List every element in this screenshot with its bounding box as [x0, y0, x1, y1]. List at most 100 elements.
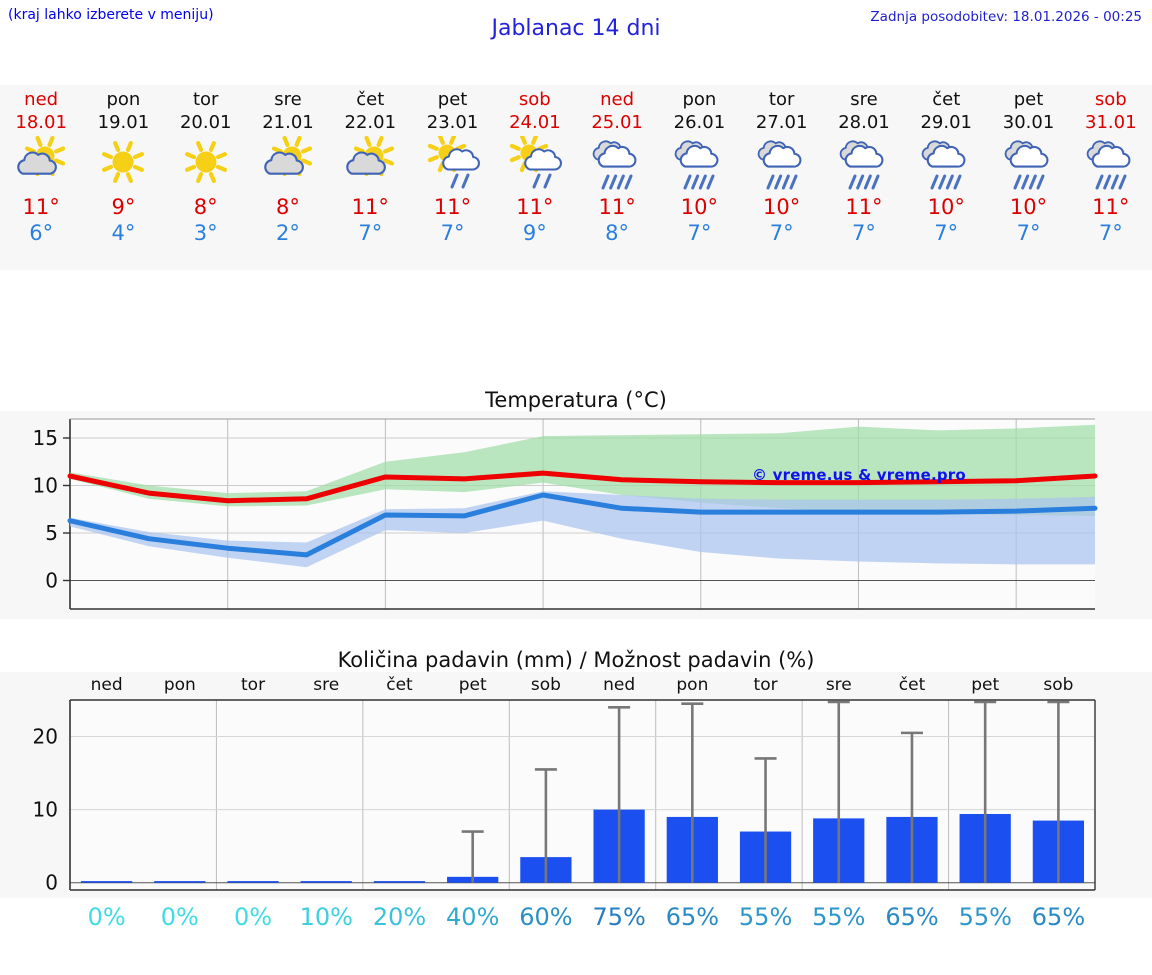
menu-hint-link[interactable]: (kraj lahko izberete v meniju) — [8, 7, 214, 23]
cloud-rain-icon — [905, 136, 987, 194]
forecast-day-date: 19.01 — [97, 112, 150, 133]
forecast-max-temp: 11° — [598, 195, 636, 219]
forecast-max-temp: 10° — [680, 195, 718, 219]
forecast-day-date: 27.01 — [755, 112, 808, 133]
forecast-min-temp: 7° — [1098, 221, 1123, 245]
temperature-chart: 0 5 10 15 — [33, 418, 1098, 610]
forecast-day-date: 23.01 — [426, 112, 479, 133]
precip-day-label: sob — [530, 675, 561, 695]
forecast-day-column: pon 19.01 9° 4° — [82, 85, 164, 270]
precipitation-bar — [80, 881, 133, 883]
precipitation-probability-label: 0% — [234, 903, 273, 931]
forecast-day-date: 31.01 — [1085, 112, 1137, 133]
forecast-day-name: sre — [274, 89, 302, 110]
forecast-day-date: 18.01 — [15, 112, 67, 133]
forecast-max-temp: 9° — [111, 195, 136, 219]
precip-day-label: sre — [825, 675, 852, 695]
cloud-rain-icon — [576, 136, 658, 194]
precipitation-bar — [154, 881, 206, 883]
forecast-day-name: pon — [106, 89, 141, 110]
precipitation-error-bar — [534, 768, 557, 883]
forecast-day-column: pet 30.01 10° 7° — [987, 85, 1069, 270]
sun-cloud-icon — [0, 136, 82, 194]
precipitation-probability-label: 20% — [372, 903, 427, 931]
precipitation-day-labels: ned pon tor sre čet pet sob ned pon tor sre čet pet s… — [70, 675, 1095, 695]
temperature-chart-title: Temperatura (°C) — [485, 388, 667, 412]
precipitation-probability-label: 55% — [738, 903, 793, 931]
precip-y-tick-label: 10 — [33, 798, 58, 822]
forecast-min-temp: 9° — [522, 221, 547, 245]
precipitation-bar — [300, 881, 352, 883]
forecast-max-temp: 11° — [1092, 195, 1130, 219]
forecast-day-date: 29.01 — [920, 112, 972, 133]
forecast-min-temp: 7° — [934, 221, 959, 245]
forecast-min-temp: 7° — [358, 221, 383, 245]
forecast-day-column: sre 21.01 8° 2° — [247, 85, 329, 270]
precipitation-error-bar — [1047, 700, 1070, 883]
forecast-max-temp: 11° — [433, 195, 472, 219]
forecast-max-temp: 10° — [1009, 195, 1048, 219]
cloud-rain-icon — [823, 136, 905, 194]
forecast-max-temp: 10° — [763, 195, 801, 219]
temperature-series-line — [67, 470, 1098, 504]
precipitation-error-bar — [900, 731, 923, 883]
precip-day-label: sre — [313, 675, 340, 695]
forecast-day-date: 25.01 — [591, 112, 643, 133]
forecast-day-column: ned 18.01 11° 6° — [0, 85, 82, 270]
precip-day-label: čet — [898, 675, 926, 695]
forecast-day-date: 22.01 — [344, 112, 397, 133]
forecast-min-temp: 7° — [769, 221, 794, 245]
forecast-max-temp: 10° — [927, 195, 965, 219]
forecast-day-name: sob — [1094, 89, 1127, 110]
precipitation-error-bar — [461, 830, 484, 883]
forecast-day-column: pet 23.01 11° 7° — [411, 85, 493, 270]
forecast-day-date: 26.01 — [673, 112, 726, 133]
forecast-day-column: sre 28.01 11° 7° — [823, 85, 905, 270]
temp-y-tick-label: 15 — [33, 426, 58, 450]
forecast-day-date: 30.01 — [1002, 112, 1055, 133]
forecast-max-temp: 11° — [22, 195, 60, 219]
temp-y-tick-label: 5 — [45, 521, 58, 545]
watermark-label: © vreme.us & vreme.pro — [752, 466, 966, 484]
forecast-max-temp: 11° — [845, 195, 883, 219]
forecast-max-temp: 8° — [193, 195, 218, 219]
precipitation-probability-label: 10% — [299, 903, 353, 931]
precip-day-label: čet — [386, 675, 413, 695]
precipitation-bar — [227, 881, 279, 883]
forecast-min-temp: 7° — [1016, 221, 1041, 245]
forecast-day-name: čet — [932, 89, 961, 110]
forecast-min-temp: 7° — [440, 221, 465, 245]
forecast-min-temp: 7° — [687, 221, 712, 245]
precip-day-label: pet — [971, 675, 1000, 695]
forecast-min-temp: 7° — [852, 221, 876, 245]
forecast-min-temp: 2° — [276, 221, 300, 245]
forecast-day-name: ned — [600, 89, 635, 110]
daily-forecast-strip: ned 18.01 11° 6° pon 19.01 9° 4° tor 20.01 8° 3° sre… — [0, 85, 1152, 270]
cloud-rain-icon — [741, 136, 823, 194]
precipitation-chart-title: Količina padavin (mm) / Možnost padavin … — [337, 648, 815, 672]
precipitation-probability-label: 65% — [885, 903, 939, 931]
forecast-day-name: pet — [437, 89, 468, 110]
sun-cloud-rain-icon — [411, 136, 493, 194]
page-title: Jablanac 14 dni — [491, 16, 661, 41]
forecast-day-name: tor — [768, 89, 795, 110]
temp-y-tick-label: 0 — [45, 569, 58, 593]
precip-day-label: tor — [241, 675, 266, 695]
forecast-day-column: sob 31.01 11° 7° — [1070, 85, 1152, 270]
precipitation-error-bar — [608, 706, 631, 883]
precipitation-error-bar — [754, 757, 777, 883]
precipitation-error-bar — [681, 702, 704, 883]
forecast-day-column: tor 27.01 10° 7° — [741, 85, 823, 270]
forecast-min-temp: 6° — [29, 221, 54, 245]
forecast-min-temp: 8° — [605, 221, 630, 245]
forecast-day-name: tor — [192, 89, 219, 110]
forecast-day-name: čet — [356, 89, 385, 110]
last-updated-label: Zadnja posodobitev: 18.01.2026 - 00:25 — [870, 9, 1142, 25]
precip-y-tick-label: 20 — [33, 725, 58, 749]
forecast-day-date: 28.01 — [838, 112, 890, 133]
forecast-day-date: 24.01 — [509, 112, 561, 133]
forecast-day-name: sob — [518, 89, 551, 110]
forecast-day-column: sob 24.01 11° 9° — [494, 85, 576, 270]
forecast-day-name: pet — [1013, 89, 1044, 110]
forecast-max-temp: 11° — [351, 195, 389, 219]
